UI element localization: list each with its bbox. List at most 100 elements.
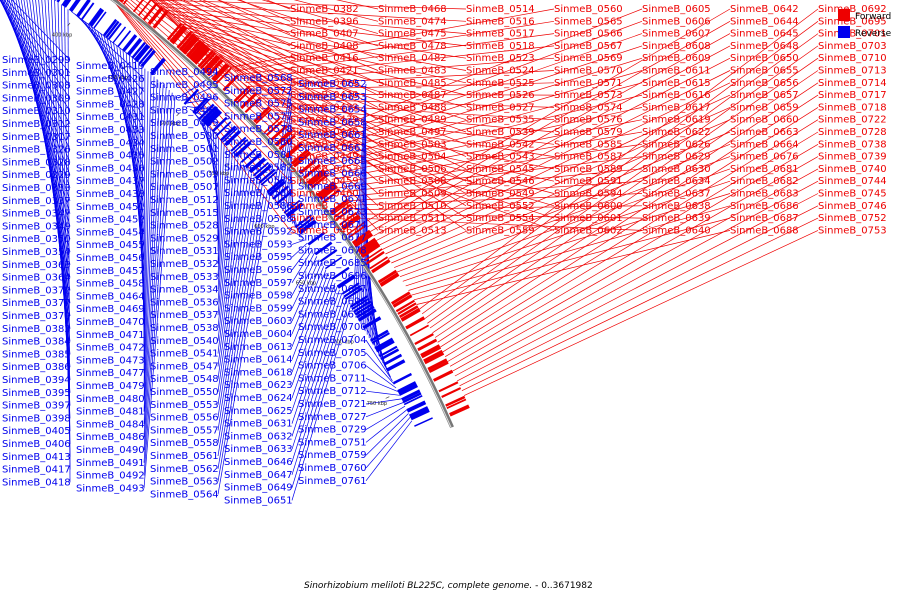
forward-gene-label: SinmeB_0639 [642,213,711,224]
forward-gene-label: SinmeB_0638 [642,201,711,212]
forward-leader-line [271,109,555,145]
forward-gene-label: SinmeB_0753 [818,225,887,236]
forward-leader-line [338,143,643,189]
forward-gene-label: SinmeB_0655 [730,66,799,77]
reverse-gene-label: SinmeB_0394 [2,375,71,386]
reverse-leader-line [291,246,310,271]
forward-leader-line [169,13,467,59]
forward-leader-line [260,97,555,108]
forward-gene-label: SinmeB_0607 [642,29,711,40]
reverse-gene-label: SinmeB_0699 [298,309,367,320]
scale-tick-mark [225,163,230,167]
forward-gene [192,45,210,64]
reverse-gene-label: SinmeB_0451 [76,202,145,213]
forward-gene [360,243,381,258]
reverse-leader-line [291,293,343,450]
reverse-gene-label: SinmeB_0499 [150,118,219,129]
scale-tick-label: 400 kbp [52,32,72,38]
reverse-gene [298,219,317,235]
reverse-gene [131,41,146,59]
reverse-gene-label: SinmeB_0563 [150,477,219,488]
forward-leader-line [328,107,643,176]
forward-gene-label: SinmeB_0718 [818,102,887,113]
forward-leader-line [183,0,291,59]
forward-gene-label: SinmeB_0511 [378,213,447,224]
reverse-leader-line [365,402,404,418]
reverse-gene-label: SinmeB_0491 [76,458,145,469]
forward-gene [120,0,125,3]
forward-leader-line [385,94,731,255]
forward-gene [204,56,221,74]
reverse-gene-label: SinmeB_0568 [224,73,293,84]
organism-name: Sinorhizobium meliloti BL225C, complete … [304,581,532,591]
reverse-gene-label: SinmeB_0583 [224,175,293,186]
reverse-gene-label: SinmeB_0477 [76,368,145,379]
reverse-gene-label: SinmeB_0337 [2,196,71,207]
reverse-gene-label: SinmeB_0480 [76,394,145,405]
gene-track [54,0,470,427]
reverse-gene [136,45,151,63]
reverse-gene-label: SinmeB_0456 [76,253,145,264]
forward-leader-line [293,0,379,22]
reverse-gene-label: SinmeB_0658 [298,117,367,128]
forward-leader-line [413,217,731,301]
forward-leader-line [198,37,467,145]
forward-leader-line [331,119,643,180]
reverse-gene-label: SinmeB_0547 [150,361,219,372]
forward-leader-line [348,180,643,202]
reverse-gene-label: SinmeB_0501 [150,144,219,155]
reverse-leader-line [217,185,263,457]
forward-gene-label: SinmeB_0526 [466,90,535,101]
reverse-gene-label: SinmeB_0328 [2,157,71,168]
scale-tick-label: 600 kbp [254,224,274,230]
forward-gene-label: SinmeB_0559 [466,225,535,236]
reverse-gene-label: SinmeB_0541 [150,349,219,360]
forward-gene [278,134,296,151]
forward-leader-line [435,82,819,338]
forward-gene [414,333,434,345]
reverse-gene [258,168,276,184]
forward-leader-line [177,20,467,84]
reverse-gene-label: SinmeB_0486 [76,432,145,443]
forward-gene-label: SinmeB_0468 [378,4,447,15]
reverse-leader-line [143,95,176,489]
reverse-gene-label: SinmeB_0646 [224,457,293,468]
forward-leader-line [304,20,643,147]
forward-gene [178,33,196,52]
reverse-leader-line [217,195,271,495]
forward-leader-line [161,0,379,133]
reverse-leader-line [291,272,329,373]
forward-leader-line [370,33,731,232]
forward-leader-line [432,70,819,334]
reverse-leader-line [291,266,325,347]
reverse-leader-line [217,164,244,367]
forward-gene-label: SinmeB_0432 [290,102,359,113]
reverse-gene [398,383,418,396]
reverse-gene-label: SinmeB_0515 [150,208,219,219]
reverse-leader-line [291,289,340,437]
forward-gene-label: SinmeB_0474 [378,16,447,27]
forward-gene [263,117,281,134]
reverse-gene-label: SinmeB_0312 [2,119,71,130]
forward-leader-line [256,93,555,96]
forward-gene [391,291,411,305]
reverse-leader-line [358,122,367,321]
forward-gene [357,237,377,253]
forward-gene-label: SinmeB_0439 [290,115,359,126]
reverse-gene-label: SinmeB_0537 [150,310,219,321]
reverse-leader-line [354,96,367,314]
reverse-gene [192,97,209,114]
reverse-gene-label: SinmeB_0363 [2,260,71,271]
forward-gene [240,92,258,110]
reverse-gene-label: SinmeB_0533 [150,272,219,283]
forward-gene-label: SinmeB_0459 [290,176,359,187]
scale-tick-mark [351,334,356,337]
reverse-gene [107,22,122,40]
reverse-leader-line [217,192,268,482]
reverse-gene-label: SinmeB_0454 [76,227,145,238]
forward-gene-label: SinmeB_0478 [378,41,447,52]
reverse-gene-label: SinmeB_0604 [224,329,293,340]
reverse-leader-line [143,71,149,374]
reverse-gene [183,88,199,105]
legend: Forward Reverse [838,9,892,39]
